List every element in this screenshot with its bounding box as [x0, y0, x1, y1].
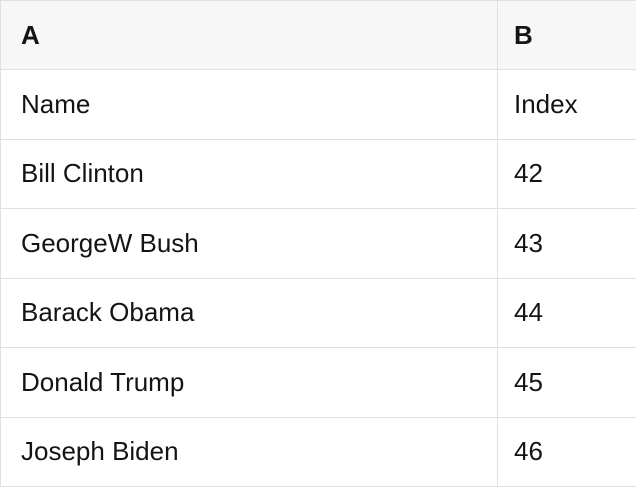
- column-header-a[interactable]: A: [0, 0, 498, 70]
- table-cell[interactable]: Joseph Biden: [0, 417, 498, 487]
- table-cell[interactable]: 46: [497, 417, 636, 487]
- column-header-row: A B: [0, 0, 636, 70]
- table-cell[interactable]: Donald Trump: [0, 347, 498, 418]
- table-cell[interactable]: 42: [497, 139, 636, 209]
- table-cell[interactable]: 44: [497, 278, 636, 348]
- table-cell[interactable]: 43: [497, 208, 636, 279]
- table-body: Name Index Bill Clinton 42 GeorgeW Bush 43 Bar…: [0, 69, 636, 487]
- table-row: Barack Obama 44: [0, 278, 636, 348]
- table-cell[interactable]: 45: [497, 347, 636, 418]
- table-row: Joseph Biden 46: [0, 417, 636, 487]
- table-cell[interactable]: Barack Obama: [0, 278, 498, 348]
- column-header-b[interactable]: B: [497, 0, 636, 70]
- table-cell[interactable]: Index: [497, 69, 636, 140]
- table-cell[interactable]: GeorgeW Bush: [0, 208, 498, 279]
- table-row: GeorgeW Bush 43: [0, 208, 636, 279]
- table-cell[interactable]: Name: [0, 69, 498, 140]
- table-row: Name Index: [0, 69, 636, 140]
- table-cell[interactable]: Bill Clinton: [0, 139, 498, 209]
- table-row: Bill Clinton 42: [0, 139, 636, 209]
- table-row: Donald Trump 45: [0, 347, 636, 418]
